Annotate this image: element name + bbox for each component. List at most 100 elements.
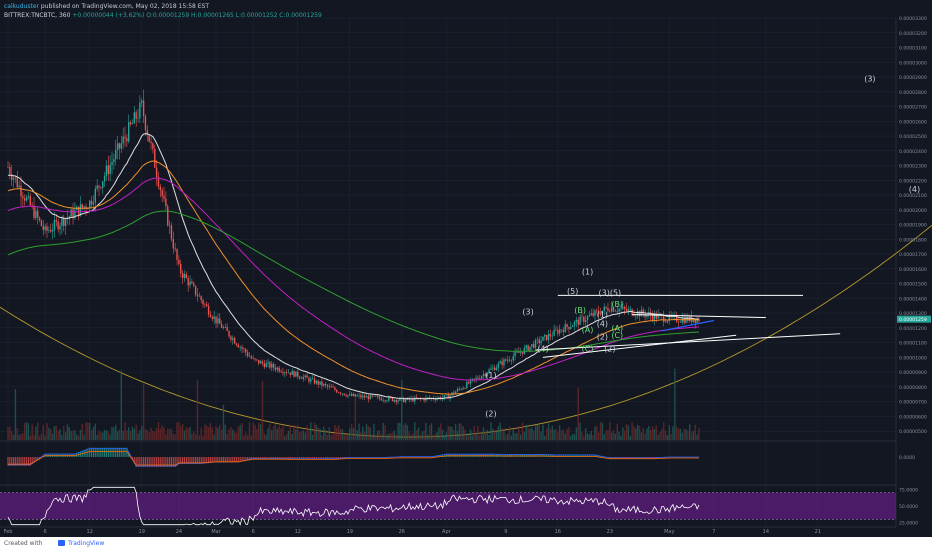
- candle-body: [31, 205, 33, 206]
- candle-body: [642, 309, 644, 315]
- candle-body: [200, 296, 202, 301]
- candle-body: [317, 380, 319, 385]
- volume-bar: [670, 434, 672, 440]
- volume-bar: [521, 422, 524, 440]
- candle-body: [163, 195, 165, 199]
- macd-hist-bar: [24, 457, 26, 466]
- volume-bar: [531, 427, 533, 440]
- volume-bar: [211, 427, 214, 440]
- candle-body: [44, 226, 46, 230]
- macd-hist-bar: [438, 455, 440, 457]
- macd-hist-bar: [193, 457, 195, 464]
- macd-hist-bar: [102, 447, 104, 457]
- candle-body: [265, 363, 267, 368]
- candle-body: [50, 230, 52, 232]
- volume-bar: [154, 431, 156, 440]
- volume-bar: [410, 435, 412, 440]
- volume-bar: [87, 422, 89, 440]
- volume-bar: [681, 432, 683, 440]
- macd-hist-bar: [243, 457, 245, 461]
- candle-body: [228, 331, 230, 337]
- volume-bar: [558, 425, 561, 440]
- candle-body: [544, 334, 546, 337]
- symbol-label[interactable]: BITTREX:TNCBTC, 360: [4, 12, 71, 19]
- macd-hist-bar: [590, 454, 592, 457]
- y-tick-label: 0.00002100: [899, 193, 927, 199]
- volume-bar: [508, 426, 511, 440]
- volume-bar: [631, 422, 633, 440]
- tradingview-logo-icon[interactable]: [58, 540, 65, 546]
- y-tick-label: 0.00000500: [899, 429, 927, 435]
- candle-body: [367, 396, 370, 400]
- volume-bar: [540, 431, 542, 440]
- volume-bar: [217, 427, 219, 440]
- volume-bar: [334, 425, 336, 440]
- candle-body: [29, 196, 31, 206]
- candle-body: [492, 367, 494, 369]
- x-tick-label: 14: [763, 529, 769, 535]
- candle-body: [336, 389, 338, 393]
- candle-body: [135, 112, 137, 119]
- candle-body: [655, 313, 657, 319]
- volume-bar: [653, 428, 656, 440]
- macd-tick-label: 0.0000: [899, 455, 915, 461]
- macd-hist-bar: [276, 457, 278, 459]
- candle-body: [142, 100, 145, 117]
- volume-bar: [18, 435, 20, 440]
- volume-bar: [447, 425, 449, 440]
- candle-body: [635, 315, 637, 317]
- macd-hist-bar: [94, 447, 96, 457]
- volume-bar: [20, 433, 22, 440]
- wave-label: (B): [611, 300, 623, 309]
- volume-bar: [105, 430, 108, 440]
- volume-bar: [202, 435, 204, 440]
- tradingview-brand[interactable]: TradingView: [68, 540, 105, 547]
- volume-bar: [150, 427, 152, 440]
- candle-body: [508, 359, 511, 361]
- volume-bar: [163, 427, 165, 440]
- candle-body: [219, 318, 221, 324]
- candle-body: [449, 395, 451, 399]
- volume-bar: [228, 429, 230, 440]
- volume-bar: [267, 427, 269, 440]
- candle-body: [334, 387, 336, 390]
- volume-bar: [55, 425, 57, 440]
- macd-hist-bar: [152, 457, 154, 467]
- volume-bar: [493, 430, 496, 440]
- macd-hist-bar: [592, 454, 594, 457]
- volume-bar: [428, 425, 431, 440]
- candle-body: [261, 361, 264, 364]
- candle-body: [20, 185, 22, 197]
- macd-hist-bar: [505, 454, 507, 457]
- candle-body: [412, 398, 414, 402]
- wave-label: (3): [522, 308, 533, 317]
- candle-body: [278, 367, 280, 372]
- candle-body: [597, 310, 600, 314]
- candle-body: [531, 344, 533, 347]
- volume-bar: [226, 433, 228, 440]
- candle-body: [129, 122, 132, 125]
- volume-bar: [421, 431, 423, 440]
- volume-bar: [519, 434, 522, 440]
- macd-hist-bar: [198, 457, 200, 464]
- volume-bar: [310, 422, 312, 440]
- volume-bar: [137, 433, 139, 440]
- volume-bar: [170, 429, 173, 440]
- volume-bar: [345, 434, 347, 440]
- candle-body: [74, 210, 76, 219]
- candle-body: [207, 306, 210, 315]
- volume-bar: [131, 426, 134, 440]
- volume-bar: [7, 427, 9, 440]
- volume-bar: [313, 422, 316, 440]
- volume-bar: [98, 430, 100, 440]
- volume-bar: [362, 426, 364, 440]
- candle-body: [176, 249, 178, 260]
- volume-bar: [395, 434, 397, 440]
- macd-hist-bar: [196, 457, 199, 464]
- candle-body: [161, 189, 163, 196]
- candle-body: [100, 187, 102, 188]
- candle-body: [232, 338, 234, 340]
- candle-body: [328, 386, 331, 387]
- author-link[interactable]: calkuduster: [4, 3, 39, 10]
